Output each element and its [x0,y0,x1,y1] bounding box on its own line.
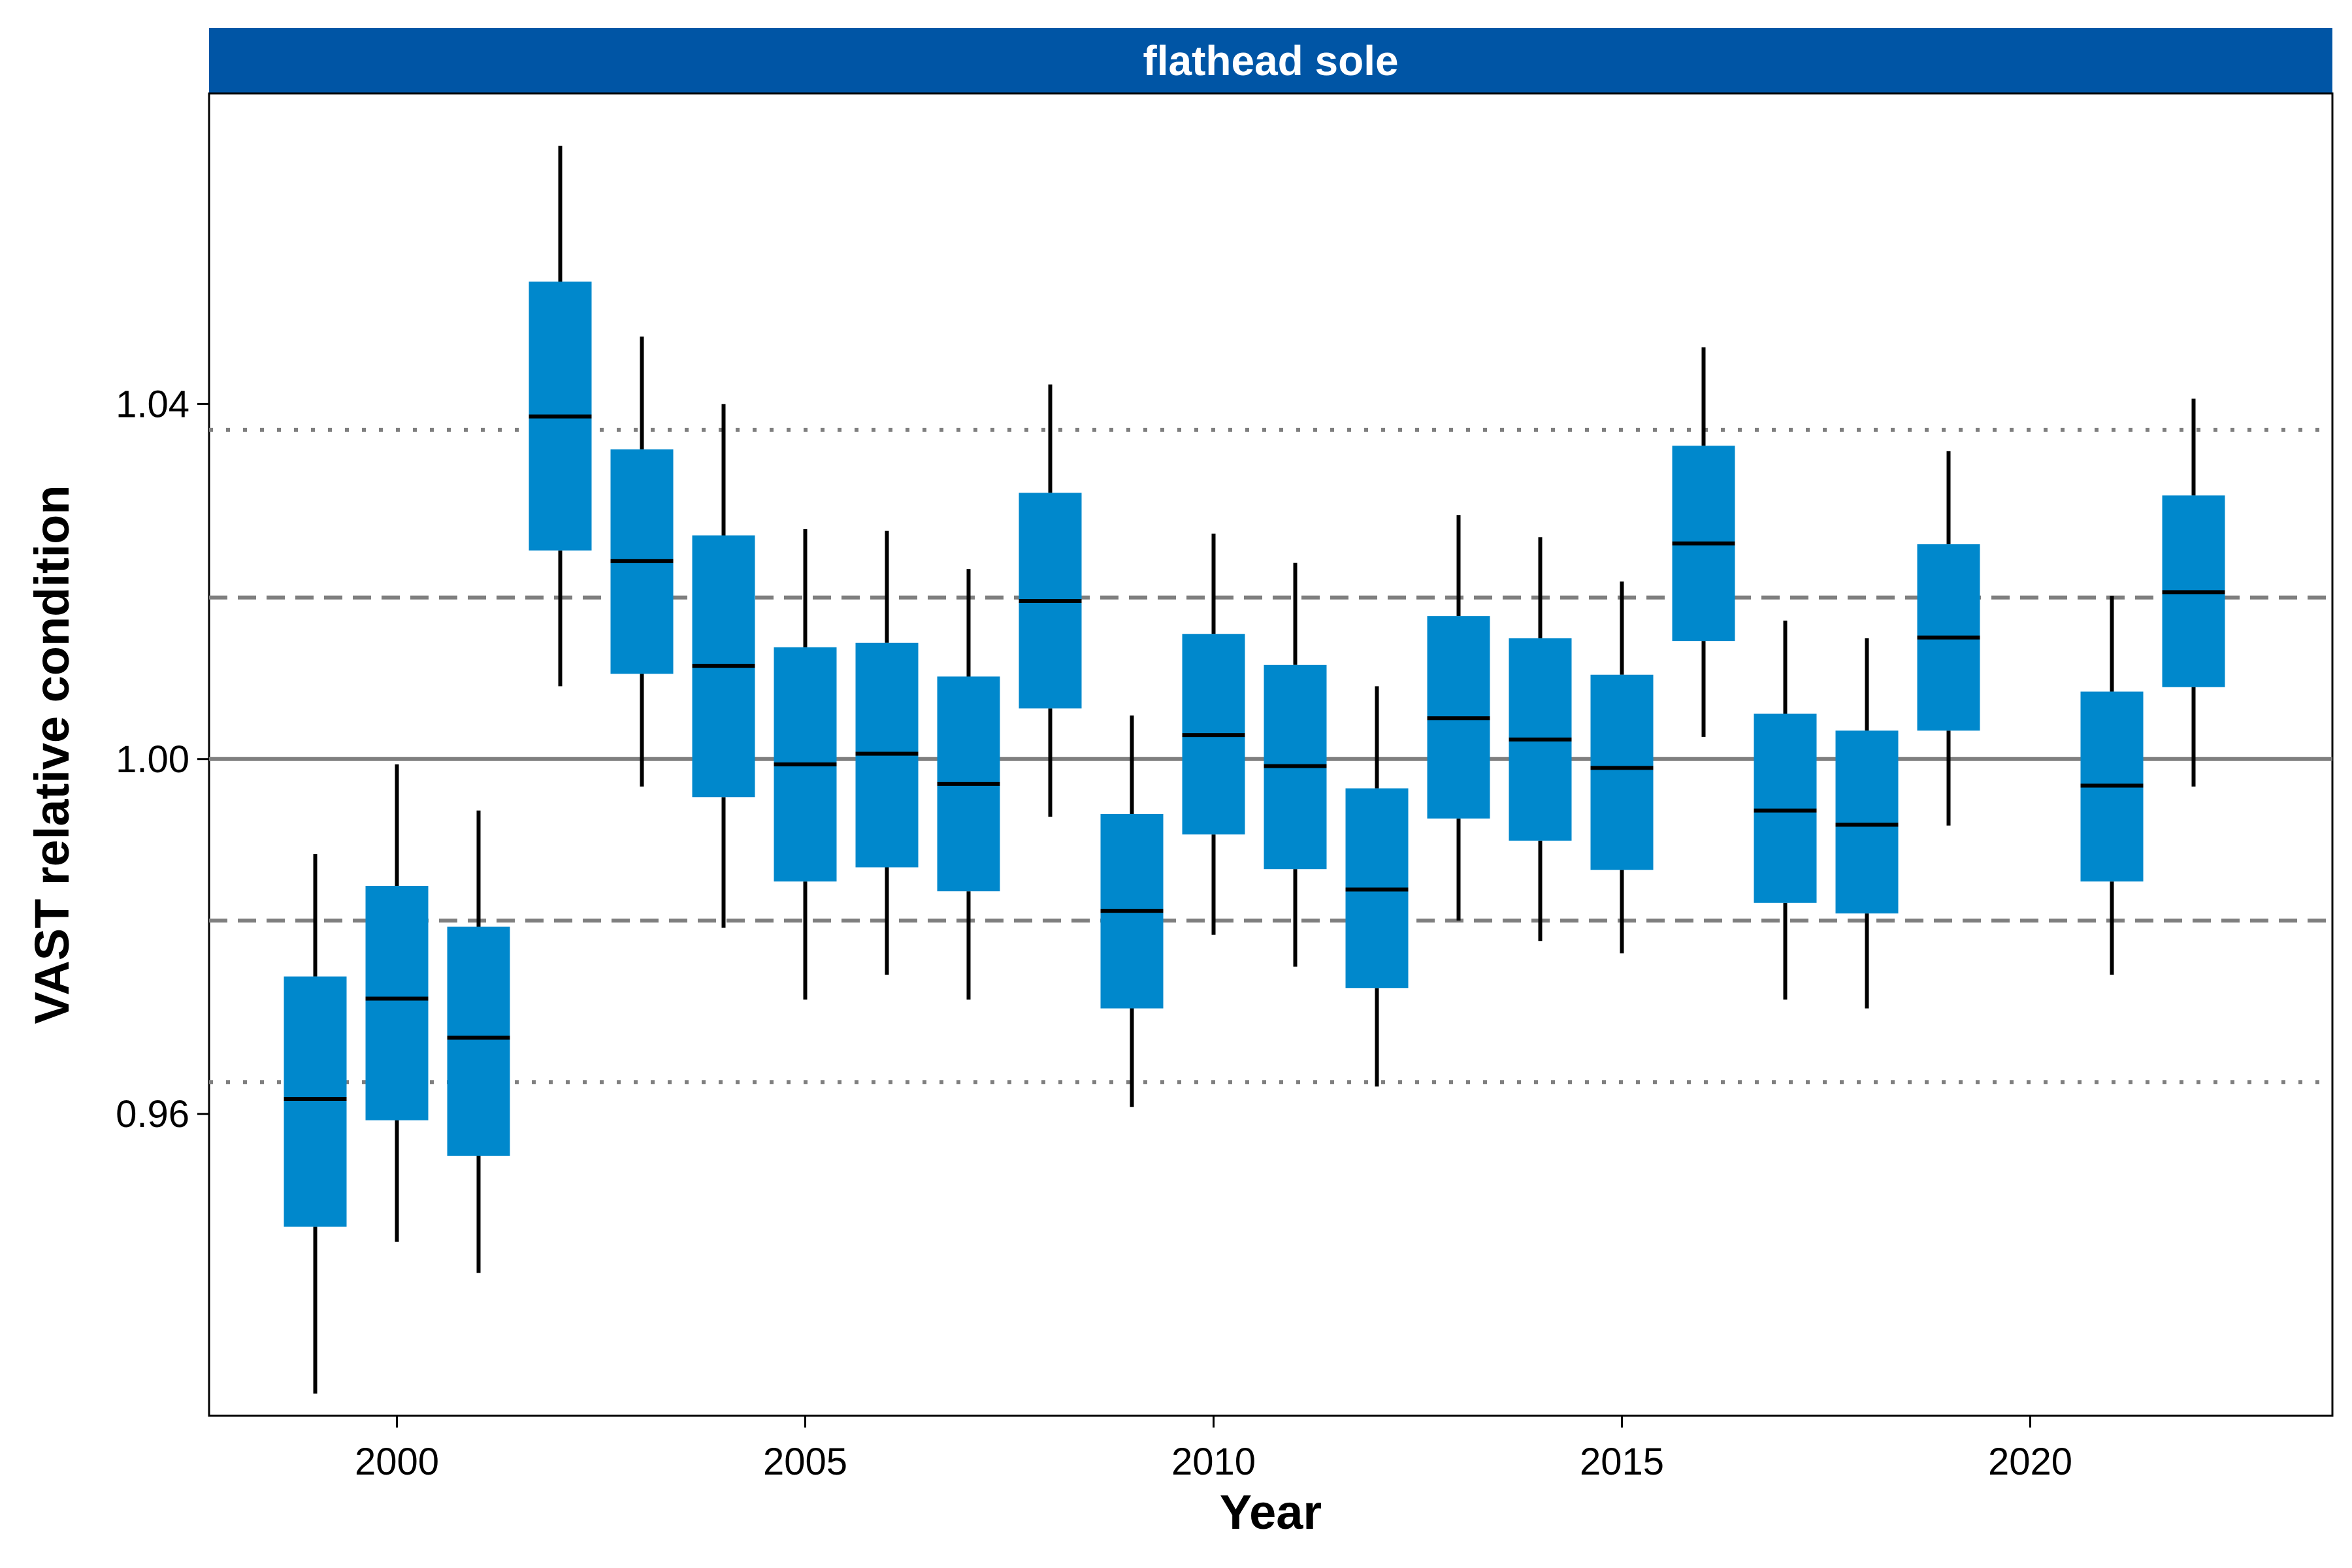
box-body [1590,674,1654,870]
box-2016 [1672,347,1735,737]
box-body [365,886,429,1120]
box-body [447,926,510,1156]
x-tick-label: 2005 [763,1441,847,1483]
panel-title: flathead sole [1143,37,1398,84]
box-2004 [692,404,755,928]
x-axis: 2000 2005 2010 2015 2020 [355,1416,2072,1483]
x-tick-label: 2015 [1580,1441,1664,1483]
box-2021 [2080,595,2144,975]
y-tick-label: 1.00 [116,738,189,781]
y-tick-label: 0.96 [116,1093,189,1135]
panel-strip [209,28,2332,93]
box-2001 [447,810,510,1273]
x-tick-label: 2020 [1988,1441,2072,1483]
x-axis-title: Year [1220,1485,1322,1539]
box-2015 [1590,581,1654,954]
x-tick-label: 2010 [1171,1441,1256,1483]
box-2010 [1182,533,1245,935]
x-tick-label: 2000 [355,1441,439,1483]
box-1999 [284,854,347,1394]
box-2006 [855,531,919,975]
box-2011 [1264,563,1327,967]
box-2007 [937,569,1000,1000]
box-body [284,976,347,1227]
box-2005 [774,529,837,1000]
box-2013 [1427,515,1490,921]
box-2002 [529,146,592,687]
box-2003 [610,336,674,787]
box-2009 [1100,715,1164,1107]
box-2000 [365,764,429,1242]
box-2014 [1509,537,1572,941]
box-body [1835,730,1899,914]
y-axis: 0.96 1.00 1.04 [116,383,209,1135]
box-2022 [2162,399,2225,787]
box-2012 [1345,686,1409,1087]
box-body [1754,713,1817,903]
box-2018 [1835,638,1899,1009]
box-2008 [1019,384,1082,817]
box-series [284,146,2225,1394]
box-2017 [1754,620,1817,1000]
y-axis-title: VAST relative condition [25,485,79,1024]
y-tick-label: 1.04 [116,383,189,425]
box-2019 [1917,451,1980,826]
